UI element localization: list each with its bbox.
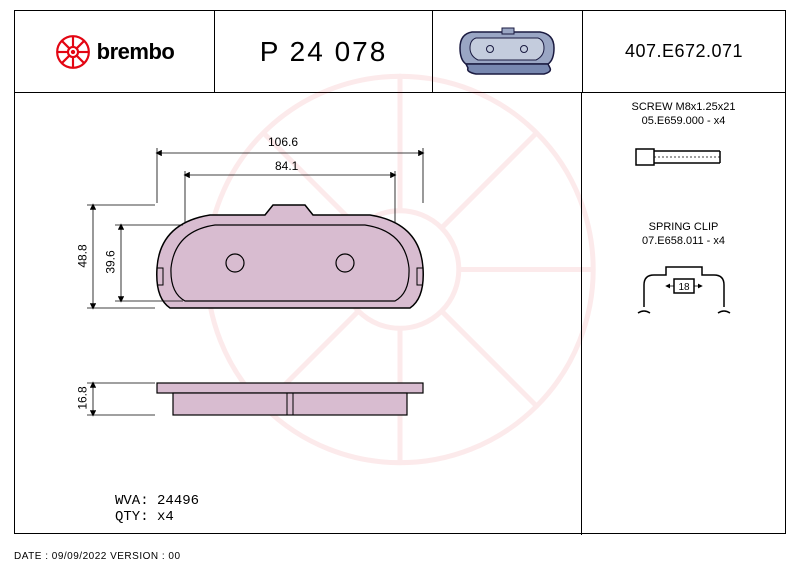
- drawing-sheet: brembo P 24 078 407.E672.071: [14, 10, 786, 534]
- dim-width-inner: 84.1: [275, 159, 298, 173]
- header-row: brembo P 24 078 407.E672.071: [15, 11, 785, 93]
- dim-height-overall: 48.8: [76, 244, 90, 267]
- isometric-cell: [433, 11, 583, 92]
- brake-pad-iso-icon: [448, 20, 568, 84]
- screw-block: SCREW M8x1.25x21 05.E659.000 - x4: [582, 93, 785, 213]
- qty-label: QTY:: [115, 509, 149, 525]
- wva-value: 24496: [157, 493, 199, 509]
- dim-thickness: 16.8: [76, 386, 90, 409]
- date-version-line: DATE : 09/09/2022 VERSION : 00: [14, 551, 181, 562]
- wva-label: WVA:: [115, 493, 149, 509]
- reference-cell: 407.E672.071: [583, 11, 785, 92]
- spring-clip-code: 07.E658.011 - x4: [582, 235, 785, 247]
- spring-clip-dim: 18: [678, 282, 690, 293]
- spring-clip-title: SPRING CLIP: [582, 221, 785, 233]
- screw-code: 05.E659.000 - x4: [582, 115, 785, 127]
- drawing-body: 106.6 84.1 48.8 39.6 16.8 WVA: 24496 QTY…: [15, 93, 785, 535]
- brand-name: brembo: [97, 39, 175, 65]
- spring-clip-block: SPRING CLIP 07.E658.011 - x4 18: [582, 213, 785, 343]
- spring-clip-icon: 18: [614, 257, 754, 327]
- brembo-logo-icon: [55, 34, 91, 70]
- dim-width-overall: 106.6: [268, 135, 298, 149]
- components-column: SCREW M8x1.25x21 05.E659.000 - x4 SPRING…: [581, 93, 785, 535]
- part-number-cell: P 24 078: [215, 11, 433, 92]
- dim-height-inner: 39.6: [104, 250, 118, 273]
- wva-block: WVA: 24496 QTY: x4: [115, 493, 199, 525]
- main-drawing: [15, 93, 583, 535]
- part-number: P 24 078: [260, 36, 388, 68]
- screw-title: SCREW M8x1.25x21: [582, 101, 785, 113]
- reference-code: 407.E672.071: [625, 41, 743, 62]
- screw-icon: [624, 137, 744, 177]
- qty-value: x4: [157, 509, 174, 525]
- logo-cell: brembo: [15, 11, 215, 92]
